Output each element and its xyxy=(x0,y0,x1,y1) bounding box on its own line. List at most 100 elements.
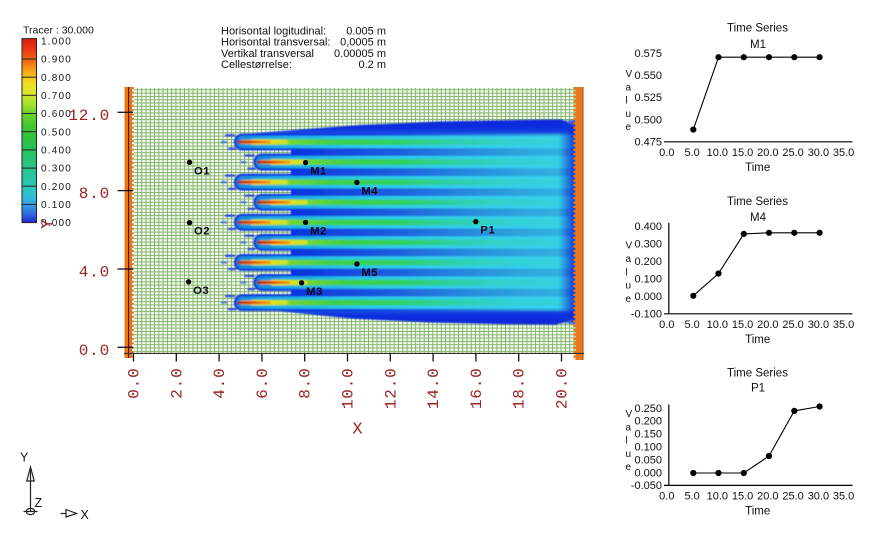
svg-text:30.0: 30.0 xyxy=(808,491,829,503)
svg-text:a: a xyxy=(626,422,632,433)
svg-text:0.200: 0.200 xyxy=(634,256,662,268)
svg-text:Time Series: Time Series xyxy=(727,368,788,380)
svg-text:l: l xyxy=(626,96,628,107)
svg-text:e: e xyxy=(626,462,632,473)
svg-text:u: u xyxy=(626,109,632,120)
svg-text:V: V xyxy=(626,241,633,252)
svg-text:30.0: 30.0 xyxy=(808,147,829,159)
svg-text:Y: Y xyxy=(39,219,58,229)
svg-text:e: e xyxy=(626,122,632,133)
svg-text:12.0: 12.0 xyxy=(382,368,400,410)
svg-text:1.000: 1.000 xyxy=(41,36,72,47)
svg-text:4.0: 4.0 xyxy=(79,264,110,282)
svg-text:0.200: 0.200 xyxy=(634,416,662,428)
svg-text:0.300: 0.300 xyxy=(634,239,662,251)
svg-text:Horisontal logitudinal:: Horisontal logitudinal: xyxy=(221,26,326,38)
svg-text:0.0: 0.0 xyxy=(659,147,674,159)
svg-text:O2: O2 xyxy=(194,226,210,238)
svg-text:V: V xyxy=(626,69,633,80)
svg-text:15.0: 15.0 xyxy=(732,319,753,331)
svg-text:Vertikal transversal: Vertikal transversal xyxy=(221,48,314,60)
svg-text:0.475: 0.475 xyxy=(634,137,662,149)
svg-text:0.150: 0.150 xyxy=(634,429,662,441)
svg-text:0.2 m: 0.2 m xyxy=(358,59,386,71)
svg-text:Time: Time xyxy=(745,505,770,517)
svg-text:0.050: 0.050 xyxy=(634,454,662,466)
svg-text:-0.100: -0.100 xyxy=(631,309,662,321)
svg-text:0.400: 0.400 xyxy=(634,221,662,233)
svg-text:M3: M3 xyxy=(306,286,323,298)
svg-text:Tracer : 30.000: Tracer : 30.000 xyxy=(23,25,94,37)
svg-text:Time Series: Time Series xyxy=(727,22,788,34)
svg-text:P1: P1 xyxy=(751,383,765,395)
svg-text:0.100: 0.100 xyxy=(41,200,72,211)
svg-text:35.0: 35.0 xyxy=(833,147,854,159)
svg-text:M1: M1 xyxy=(750,39,766,51)
svg-text:P1: P1 xyxy=(480,225,495,237)
svg-text:Time: Time xyxy=(745,162,770,174)
svg-text:Y: Y xyxy=(20,451,29,465)
svg-text:O1: O1 xyxy=(194,165,210,177)
svg-text:0.000: 0.000 xyxy=(41,218,72,229)
svg-text:a: a xyxy=(626,82,632,93)
svg-text:0.600: 0.600 xyxy=(41,109,72,120)
svg-text:Time Series: Time Series xyxy=(727,196,788,208)
svg-text:M4: M4 xyxy=(750,212,767,224)
svg-text:M2: M2 xyxy=(310,225,327,237)
svg-text:5.0: 5.0 xyxy=(684,491,699,503)
svg-text:l: l xyxy=(626,267,628,278)
svg-text:8.0: 8.0 xyxy=(297,368,315,399)
svg-text:10.0: 10.0 xyxy=(707,147,728,159)
svg-text:16.0: 16.0 xyxy=(468,368,486,410)
svg-text:0.550: 0.550 xyxy=(634,70,662,82)
svg-text:0.005 m: 0.005 m xyxy=(346,26,386,38)
svg-text:Horisontal transversal:: Horisontal transversal: xyxy=(221,37,330,49)
svg-text:4.0: 4.0 xyxy=(211,368,229,399)
svg-text:M1: M1 xyxy=(310,166,327,178)
svg-text:20.0: 20.0 xyxy=(757,147,778,159)
svg-text:0.00005 m: 0.00005 m xyxy=(334,48,386,60)
svg-text:14.0: 14.0 xyxy=(425,368,443,410)
svg-text:10.0: 10.0 xyxy=(707,319,728,331)
svg-text:0.0: 0.0 xyxy=(659,319,674,331)
svg-text:0.0: 0.0 xyxy=(126,368,144,399)
svg-text:0.100: 0.100 xyxy=(634,442,662,454)
svg-text:0.100: 0.100 xyxy=(634,274,662,286)
svg-text:0,0005 m: 0,0005 m xyxy=(340,37,386,49)
svg-text:0.0: 0.0 xyxy=(659,491,674,503)
svg-text:a: a xyxy=(626,254,632,265)
svg-text:5.0: 5.0 xyxy=(684,319,699,331)
svg-text:0.800: 0.800 xyxy=(41,73,72,84)
svg-text:20.0: 20.0 xyxy=(554,368,572,410)
svg-text:25.0: 25.0 xyxy=(782,147,803,159)
svg-text:e: e xyxy=(626,294,632,305)
svg-text:0.500: 0.500 xyxy=(41,127,72,138)
svg-text:X: X xyxy=(352,421,362,440)
svg-text:0.000: 0.000 xyxy=(634,291,662,303)
svg-text:12.0: 12.0 xyxy=(68,107,110,125)
svg-text:20.0: 20.0 xyxy=(757,319,778,331)
svg-text:35.0: 35.0 xyxy=(833,319,854,331)
svg-text:0.500: 0.500 xyxy=(634,114,662,126)
svg-text:15.0: 15.0 xyxy=(732,491,753,503)
svg-text:Time: Time xyxy=(745,334,770,346)
svg-text:-0.050: -0.050 xyxy=(631,480,662,492)
svg-text:2.0: 2.0 xyxy=(168,368,186,399)
svg-text:M5: M5 xyxy=(361,267,378,279)
svg-text:25.0: 25.0 xyxy=(782,491,803,503)
svg-text:6.0: 6.0 xyxy=(254,368,272,399)
svg-text:Cellestørrelse:: Cellestørrelse: xyxy=(221,59,292,71)
svg-text:10.0: 10.0 xyxy=(340,368,358,410)
svg-text:8.0: 8.0 xyxy=(79,185,110,203)
svg-text:0.300: 0.300 xyxy=(41,164,72,175)
svg-text:20.0: 20.0 xyxy=(757,491,778,503)
svg-text:X: X xyxy=(81,508,90,522)
svg-text:0.400: 0.400 xyxy=(41,146,72,157)
svg-text:0.900: 0.900 xyxy=(41,55,72,66)
svg-text:35.0: 35.0 xyxy=(833,491,854,503)
svg-text:30.0: 30.0 xyxy=(808,319,829,331)
svg-text:l: l xyxy=(626,436,628,447)
svg-text:5.0: 5.0 xyxy=(684,147,699,159)
svg-text:10.0: 10.0 xyxy=(707,491,728,503)
svg-text:u: u xyxy=(626,449,632,460)
